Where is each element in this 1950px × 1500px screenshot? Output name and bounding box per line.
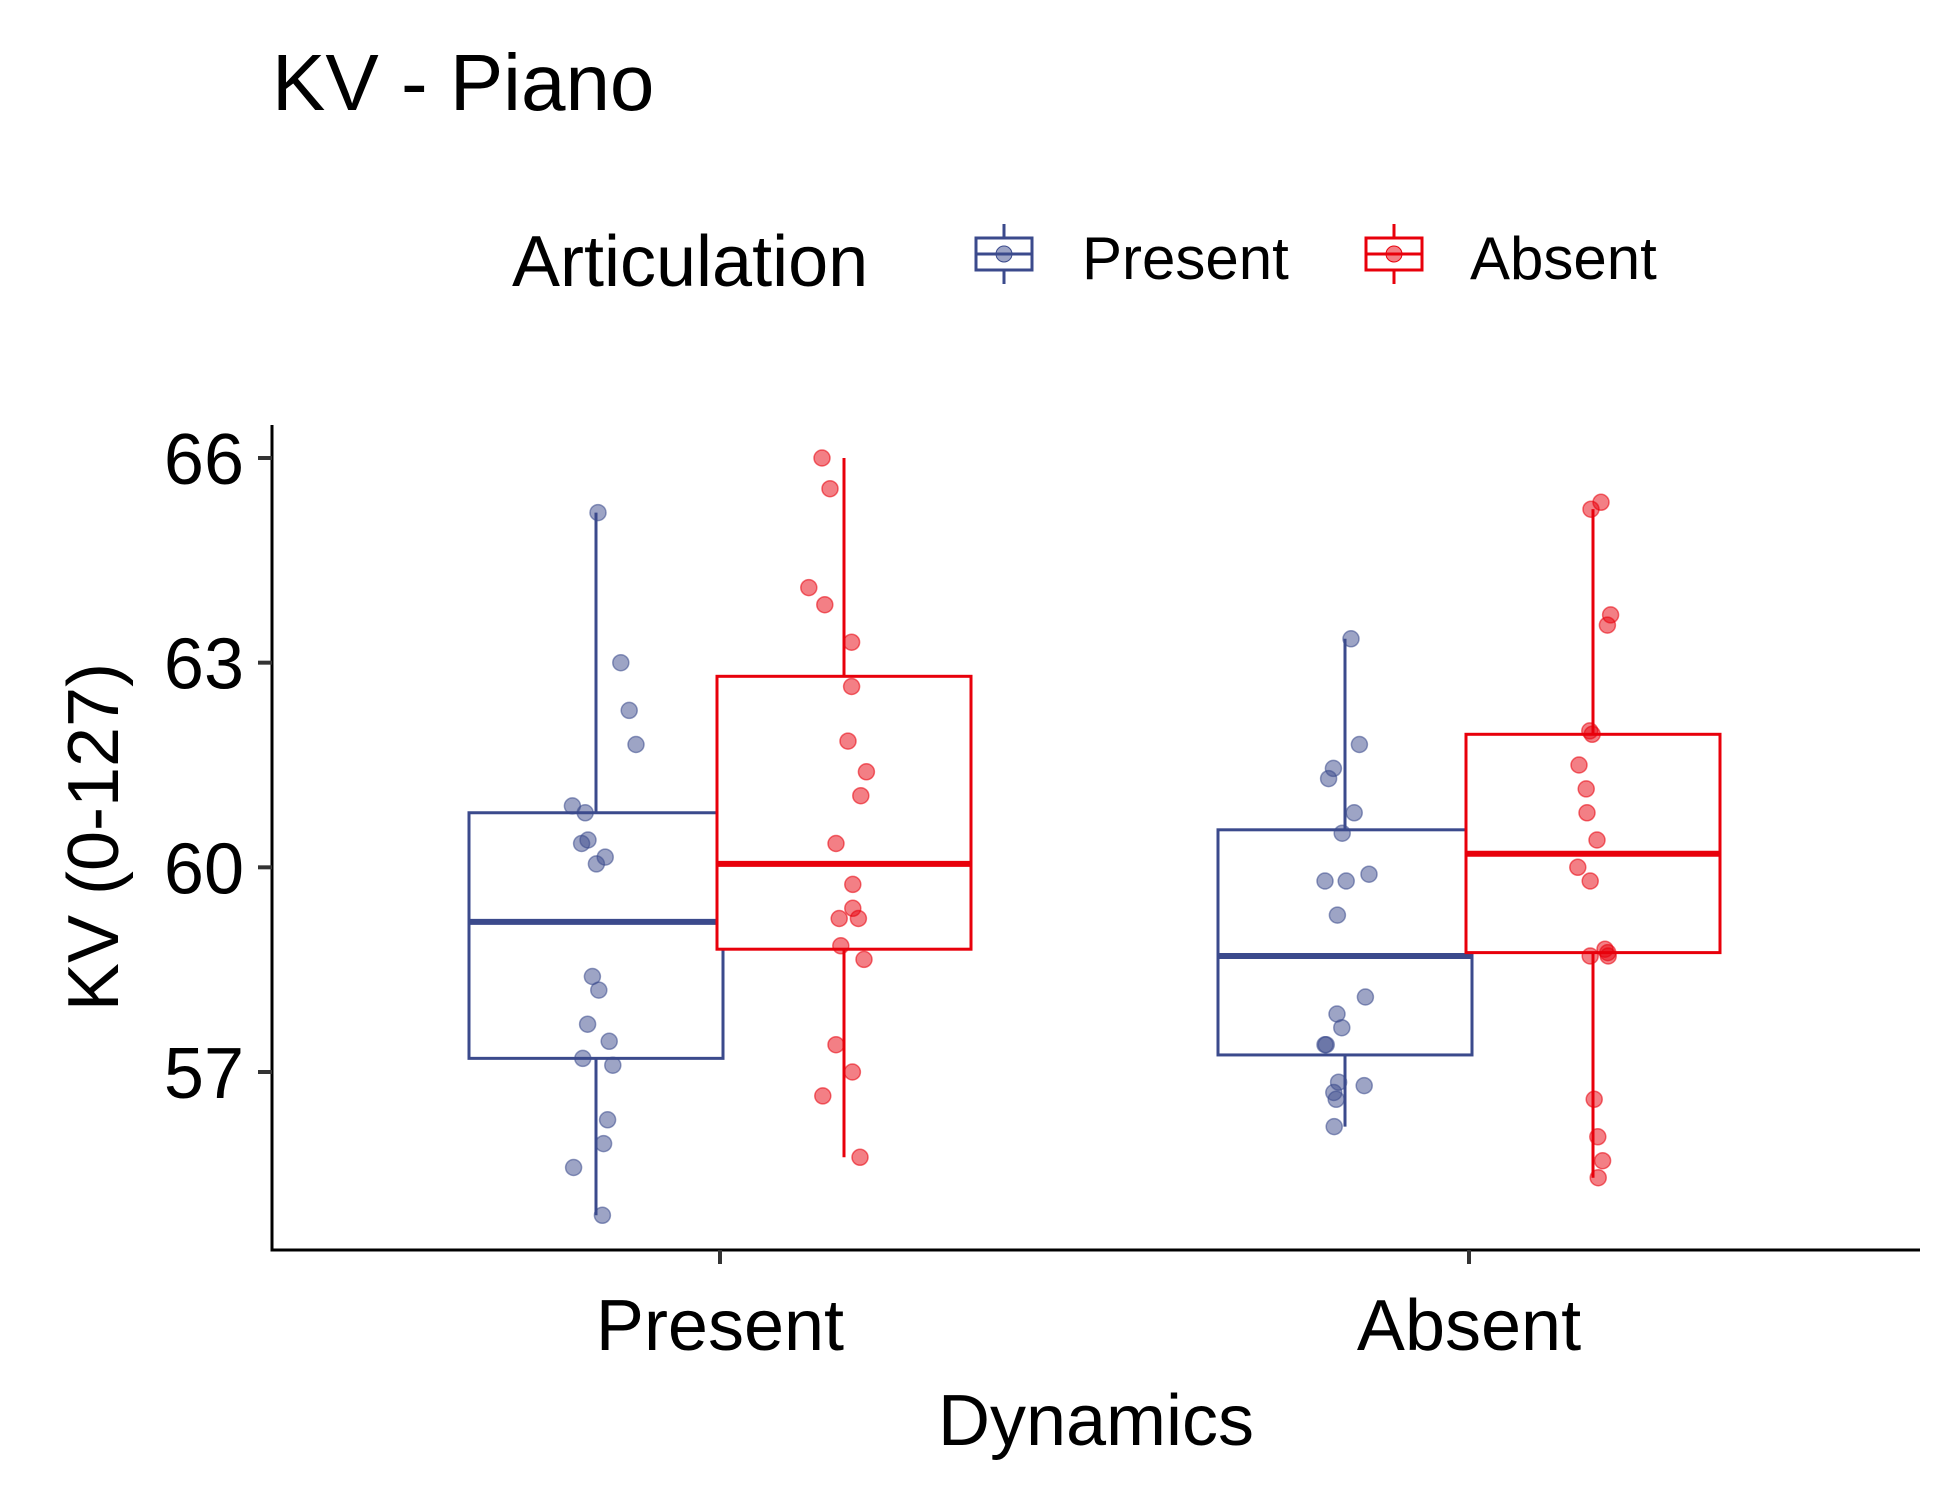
data-point-present-absent (1319, 769, 1338, 788)
box-group-absent-present (715, 449, 973, 1167)
data-point-present-present (600, 1032, 618, 1051)
data-point-present-present (593, 1206, 612, 1225)
data-point-absent-present (857, 763, 876, 781)
x-axis-ticks: Present Absent (596, 1250, 1581, 1366)
data-point-absent-present (849, 909, 868, 928)
legend-label-absent: Absent (1470, 225, 1657, 292)
data-point-absent-absent (1582, 500, 1600, 518)
data-point-absent-present (843, 1063, 862, 1081)
data-point-absent-present (814, 1087, 832, 1105)
box-group-present-absent (1216, 630, 1474, 1136)
data-point-absent-present (800, 578, 818, 597)
box-present-present (467, 811, 725, 1060)
data-point-absent-absent (1589, 1168, 1607, 1187)
data-point-absent-present (827, 834, 845, 853)
data-point-absent-present (855, 950, 873, 969)
y-tick-label-63: 63 (164, 625, 244, 705)
data-point-present-absent (1360, 865, 1378, 883)
data-point-present-present (564, 1158, 583, 1177)
legend: Articulation Present Absent (512, 222, 1657, 302)
box-group-absent-absent (1464, 493, 1722, 1187)
data-point-present-present (612, 653, 630, 672)
x-tick-label-present: Present (596, 1286, 844, 1366)
data-point-present-present (594, 1134, 613, 1153)
data-point-present-absent (1328, 906, 1347, 924)
data-point-present-absent (1327, 1090, 1345, 1109)
data-point-present-absent (1337, 872, 1355, 890)
data-point-present-absent (1317, 1035, 1335, 1054)
data-point-present-absent (1355, 1076, 1373, 1095)
data-point-absent-absent (1569, 858, 1587, 877)
data-point-absent-present (844, 875, 862, 894)
data-point-absent-present (851, 1148, 869, 1167)
legend-key-present-point (995, 245, 1013, 263)
data-point-present-present (572, 834, 591, 853)
data-point-present-present (576, 804, 594, 822)
data-point-present-present (627, 735, 645, 754)
y-tick-label-57: 57 (164, 1034, 244, 1114)
data-point-present-absent (1342, 630, 1360, 648)
data-point-absent-present (816, 595, 834, 614)
data-point-present-absent (1333, 824, 1351, 842)
data-point-absent-present (852, 786, 870, 805)
y-axis-ticks: 57 60 63 66 (164, 420, 272, 1114)
data-point-absent-present (839, 732, 857, 750)
data-point-present-present (590, 981, 608, 999)
data-point-present-present (589, 503, 607, 522)
data-point-absent-absent (1593, 1151, 1612, 1170)
data-point-absent-present (821, 479, 839, 498)
data-point-absent-present (813, 449, 831, 467)
data-point-absent-present (827, 1035, 845, 1054)
data-point-absent-present (842, 633, 861, 651)
data-point-present-absent (1333, 1018, 1351, 1037)
data-point-absent-absent (1581, 872, 1599, 890)
data-point-present-present (587, 855, 606, 873)
x-tick-label-absent: Absent (1357, 1286, 1581, 1366)
legend-item-absent: Absent (1364, 224, 1657, 292)
data-point-absent-absent (1588, 831, 1606, 849)
data-point-present-present (598, 1111, 617, 1129)
x-axis-title: Dynamics (938, 1381, 1254, 1461)
legend-label-present: Present (1082, 225, 1289, 292)
legend-item-present: Present (974, 224, 1289, 292)
data-point-present-absent (1316, 872, 1334, 890)
data-point-absent-absent (1577, 780, 1595, 798)
data-point-absent-present (842, 677, 861, 696)
data-point-present-absent (1356, 988, 1375, 1006)
data-point-present-absent (1350, 735, 1369, 754)
data-point-present-present (574, 1049, 592, 1068)
data-point-present-present (620, 701, 638, 720)
data-point-absent-absent (1585, 1090, 1603, 1109)
chart-title: KV - Piano (272, 38, 654, 127)
plot-area (467, 449, 1722, 1225)
data-point-absent-present (830, 909, 848, 928)
box-group-present-present (467, 503, 725, 1225)
data-point-absent-absent (1599, 947, 1617, 965)
data-point-absent-absent (1589, 1128, 1607, 1146)
data-point-absent-absent (1598, 616, 1617, 634)
legend-key-absent-point (1385, 245, 1403, 263)
y-tick-label-60: 60 (164, 829, 244, 909)
y-axis-title: KV (0-127) (54, 663, 134, 1011)
legend-title: Articulation (512, 222, 868, 302)
data-point-present-present (578, 1015, 597, 1033)
box-absent-present (715, 674, 973, 951)
data-point-present-present (604, 1056, 622, 1074)
data-point-absent-absent (1581, 947, 1599, 965)
data-point-present-absent (1345, 804, 1363, 822)
data-point-absent-absent (1578, 804, 1596, 822)
data-point-present-absent (1325, 1117, 1343, 1136)
y-tick-label-66: 66 (164, 420, 244, 500)
data-point-absent-present (832, 937, 850, 955)
data-point-absent-absent (1583, 725, 1601, 744)
data-point-absent-absent (1570, 756, 1588, 774)
